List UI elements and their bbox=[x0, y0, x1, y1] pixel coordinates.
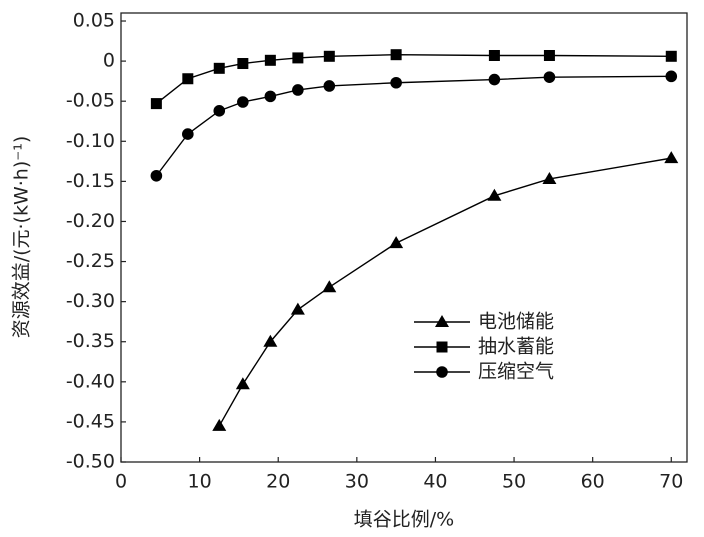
marker bbox=[435, 315, 449, 327]
marker bbox=[436, 366, 448, 378]
marker bbox=[235, 377, 250, 390]
legend-label: 抽水蓄能 bbox=[478, 336, 554, 358]
marker bbox=[263, 334, 278, 347]
y-tick-label: 0.05 bbox=[73, 10, 115, 32]
y-tick-label: -0.10 bbox=[66, 130, 115, 152]
marker bbox=[150, 98, 162, 110]
x-tick-label: 40 bbox=[423, 471, 447, 493]
y-axis-label: 资源效益/(元·(kW·h)⁻¹) bbox=[11, 136, 33, 339]
y-tick-label: 0 bbox=[103, 50, 115, 72]
y-tick-label: -0.45 bbox=[66, 410, 115, 432]
marker bbox=[182, 128, 194, 140]
x-tick-label: 0 bbox=[115, 471, 127, 493]
x-tick-label: 30 bbox=[345, 471, 369, 493]
marker bbox=[237, 58, 249, 70]
y-tick-label: -0.15 bbox=[66, 170, 115, 192]
x-tick-label: 10 bbox=[188, 471, 212, 493]
marker bbox=[543, 49, 555, 61]
marker bbox=[292, 84, 304, 96]
marker bbox=[323, 50, 335, 62]
marker bbox=[290, 302, 305, 315]
y-tick-label: -0.05 bbox=[66, 90, 115, 112]
x-axis-label: 填谷比例/% bbox=[354, 509, 454, 531]
series-line bbox=[155, 75, 672, 177]
series-line bbox=[155, 53, 672, 105]
marker bbox=[264, 90, 277, 103]
marker bbox=[264, 54, 276, 66]
marker bbox=[213, 62, 225, 74]
marker bbox=[390, 76, 402, 89]
marker bbox=[322, 280, 337, 293]
x-tick-label: 50 bbox=[502, 471, 526, 493]
marker bbox=[237, 96, 249, 108]
y-tick-label: -0.50 bbox=[66, 451, 115, 473]
marker bbox=[323, 80, 336, 92]
marker bbox=[664, 151, 679, 164]
x-tick-label: 20 bbox=[266, 471, 290, 493]
y-tick-label: -0.25 bbox=[66, 250, 115, 272]
plot-frame bbox=[120, 12, 688, 463]
marker bbox=[542, 171, 557, 184]
marker bbox=[665, 50, 677, 62]
series-line bbox=[218, 157, 672, 427]
marker bbox=[488, 49, 500, 61]
marker bbox=[488, 73, 501, 86]
y-tick-label: -0.35 bbox=[66, 330, 115, 352]
plot-area bbox=[150, 49, 679, 431]
y-tick-label: -0.30 bbox=[66, 290, 115, 312]
legend-label: 压缩空气 bbox=[478, 361, 554, 383]
marker bbox=[212, 418, 227, 431]
marker bbox=[150, 169, 163, 182]
marker bbox=[436, 341, 448, 353]
legend-label: 电池储能 bbox=[478, 311, 554, 333]
marker bbox=[292, 52, 304, 64]
marker bbox=[543, 71, 556, 83]
marker bbox=[213, 105, 226, 117]
y-tick-label: -0.20 bbox=[66, 210, 115, 232]
marker bbox=[389, 236, 404, 249]
x-tick-label: 70 bbox=[659, 471, 683, 493]
marker bbox=[182, 73, 194, 85]
x-tick-label: 60 bbox=[581, 471, 605, 493]
marker bbox=[390, 49, 402, 61]
marker bbox=[665, 70, 678, 83]
marker bbox=[487, 188, 502, 201]
y-tick-label: -0.40 bbox=[66, 370, 115, 392]
